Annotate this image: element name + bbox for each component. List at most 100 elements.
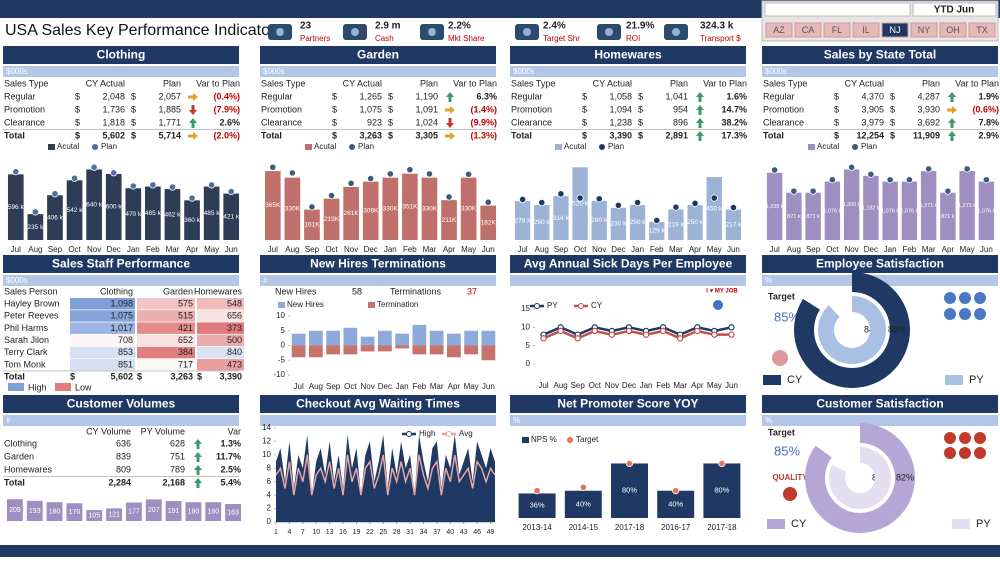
x-tick-label: May xyxy=(464,382,479,391)
bottom-bar xyxy=(0,545,1000,557)
bar xyxy=(687,205,703,240)
x-tick-label: 1 xyxy=(274,529,278,536)
currency: $ xyxy=(638,91,643,101)
bar xyxy=(46,502,63,521)
bar-label: 330K xyxy=(422,206,438,213)
heat-cell xyxy=(197,310,244,322)
state-label[interactable]: TX xyxy=(976,25,988,35)
column-header: PY Volume xyxy=(141,426,185,436)
target-label: Target xyxy=(768,291,795,301)
state-label[interactable]: NJ xyxy=(890,25,901,35)
panel-title: Sales by State Total xyxy=(824,48,936,62)
panel-title: Sales Staff Performance xyxy=(52,257,190,271)
currency: $ xyxy=(388,104,393,114)
bar xyxy=(145,186,161,240)
legend-swatch xyxy=(767,519,785,529)
plan-dot xyxy=(729,203,738,212)
plan-dot xyxy=(31,208,39,216)
variance: 5.4% xyxy=(220,477,241,487)
state-button[interactable] xyxy=(823,22,851,38)
state-button[interactable] xyxy=(939,22,967,38)
y-tick-label: 15 xyxy=(521,304,530,313)
legend-label: Low xyxy=(75,382,92,392)
state-button[interactable] xyxy=(852,22,880,38)
state-button[interactable] xyxy=(794,22,822,38)
trend-arrow xyxy=(696,92,704,102)
plan-dot xyxy=(406,166,414,174)
state-label[interactable]: AZ xyxy=(773,25,785,35)
bar xyxy=(395,345,410,349)
state-label[interactable]: NY xyxy=(918,25,931,35)
x-tick-label: Oct xyxy=(574,245,587,254)
bar xyxy=(86,169,102,240)
variance: 11.7% xyxy=(216,451,241,461)
bar-label: 250 k xyxy=(534,219,551,226)
bar xyxy=(901,181,918,240)
panel-header xyxy=(260,46,496,64)
x-tick-label: Nov xyxy=(592,245,606,254)
face-icon xyxy=(959,432,971,444)
heat-cell xyxy=(197,334,244,347)
heat-cell xyxy=(137,322,195,334)
plan-dot xyxy=(867,170,875,178)
cell-value: 421 xyxy=(178,323,193,333)
state-label[interactable]: FL xyxy=(832,25,843,35)
face-icon xyxy=(944,292,956,304)
cell-value: 5,602 xyxy=(110,371,133,381)
bar xyxy=(553,196,569,240)
panel-title: Homewares xyxy=(594,48,662,62)
currency: $ xyxy=(834,104,839,114)
x-tick-label: Mar xyxy=(430,382,444,391)
trend-arrow xyxy=(948,131,956,141)
x-tick-label: Oct xyxy=(826,245,839,254)
face-icon xyxy=(974,432,986,444)
cell-value: 3,692 xyxy=(917,117,940,127)
cell-value: 373 xyxy=(227,323,242,333)
state-button[interactable] xyxy=(968,22,996,38)
kpi-icon-detail xyxy=(523,28,531,36)
column-header: Sales Type xyxy=(261,78,305,88)
x-tick-label: May xyxy=(707,381,722,390)
bar xyxy=(125,502,142,521)
state-label[interactable]: CA xyxy=(802,25,815,35)
panel-unit: $000s xyxy=(263,67,285,76)
state-button[interactable] xyxy=(881,22,909,38)
legend-label: Avg xyxy=(459,429,473,438)
state-button[interactable] xyxy=(765,22,793,38)
state-label[interactable]: IL xyxy=(862,25,870,35)
face-icon xyxy=(974,447,986,459)
cell-value: 1,041 xyxy=(665,91,688,101)
plan-dot xyxy=(149,181,157,189)
cell-value: 3,390 xyxy=(219,371,242,381)
legend-label: Acutal xyxy=(817,142,839,151)
bar-label: 250 k xyxy=(630,219,647,226)
bar xyxy=(480,205,497,240)
column-header: Var to Plan xyxy=(453,78,497,88)
x-tick-label: Jan xyxy=(640,381,653,390)
x-tick-label: 2017-18 xyxy=(615,523,645,532)
panel-unit: $000s xyxy=(513,67,535,76)
trend-arrow xyxy=(948,92,956,102)
trend-arrow xyxy=(696,131,704,141)
legend-swatch xyxy=(945,375,963,385)
plan-dot xyxy=(288,169,296,177)
bar-label: 209 xyxy=(9,507,21,514)
x-tick-label: Apr xyxy=(689,245,702,254)
currency: $ xyxy=(582,104,587,114)
plan-dot xyxy=(367,175,375,183)
legend-swatch xyxy=(278,302,285,308)
x-tick-label: Jul xyxy=(770,245,780,254)
trend-arrow xyxy=(445,132,455,140)
state-label[interactable]: OH xyxy=(946,25,960,35)
cell-value: 4,287 xyxy=(917,91,940,101)
panel-header xyxy=(3,46,239,64)
bar xyxy=(805,192,821,240)
target-value: 85% xyxy=(774,309,800,324)
bar-label: 406 k xyxy=(47,214,64,221)
bar-label: 330K xyxy=(461,206,477,213)
x-tick-label: 13 xyxy=(326,529,334,536)
state-button[interactable] xyxy=(910,22,938,38)
panel-title: Avg Annual Sick Days Per Employee xyxy=(524,257,733,271)
bar xyxy=(464,330,479,346)
variance: 7.8% xyxy=(978,117,999,127)
